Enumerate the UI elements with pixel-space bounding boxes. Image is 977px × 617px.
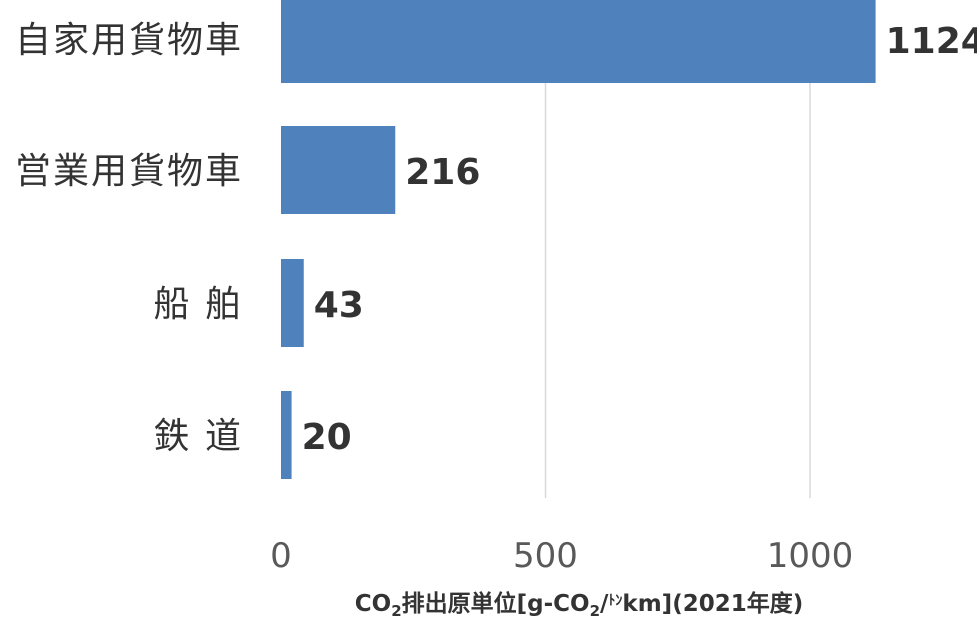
data-labels: 1124 216 43 20: [302, 21, 977, 458]
x-tick-label: 500: [513, 536, 578, 576]
bar: [281, 259, 304, 347]
bar: [281, 391, 292, 479]
category-label: 船 舶: [154, 284, 243, 325]
category-label: 鉄 道: [154, 416, 243, 457]
x-axis-title: CO2排出原単位[g-CO2/ﾄﾝkm](2021年度): [355, 590, 803, 617]
bar: [281, 0, 876, 83]
data-label: 216: [405, 152, 480, 193]
x-axis-title-part: CO: [355, 591, 391, 617]
x-axis-title-superscript: ﾄﾝ: [608, 593, 622, 609]
category-label: 自家用貨物車: [15, 20, 243, 61]
bars: [281, 0, 876, 479]
x-axis-title-part: 排出原単位[g-CO: [402, 590, 590, 617]
x-tick-label: 1000: [767, 536, 854, 576]
x-tick-label: 0: [270, 536, 292, 576]
category-label: 営業用貨物車: [15, 151, 243, 192]
x-tick-labels: 0 500 1000: [270, 536, 853, 576]
x-axis-title-subscript: 2: [391, 602, 401, 617]
x-axis-title-part: km](2021年度): [622, 590, 803, 617]
data-label: 43: [314, 285, 364, 326]
bar: [281, 126, 396, 214]
x-axis-title-part: /: [600, 591, 609, 617]
x-axis-title-subscript: 2: [590, 602, 600, 617]
data-label: 1124: [886, 21, 977, 62]
data-label: 20: [302, 417, 352, 458]
